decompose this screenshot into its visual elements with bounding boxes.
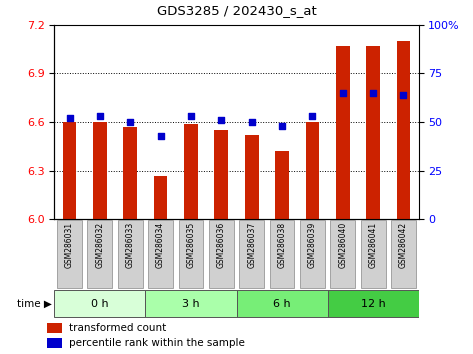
Text: 6 h: 6 h <box>273 298 291 309</box>
Text: GSM286033: GSM286033 <box>126 222 135 268</box>
Bar <box>391 220 416 288</box>
Bar <box>93 122 107 219</box>
Bar <box>366 46 380 219</box>
Point <box>400 92 407 98</box>
Text: GSM286036: GSM286036 <box>217 222 226 268</box>
Text: time ▶: time ▶ <box>17 298 52 309</box>
Bar <box>47 323 62 333</box>
Bar <box>306 122 319 219</box>
Bar <box>123 127 137 219</box>
Text: GSM286038: GSM286038 <box>278 222 287 268</box>
Point <box>308 113 316 119</box>
Bar <box>300 220 325 288</box>
Text: percentile rank within the sample: percentile rank within the sample <box>69 338 245 348</box>
Text: 12 h: 12 h <box>361 298 385 309</box>
Text: GSM286040: GSM286040 <box>338 222 347 268</box>
Bar <box>360 220 385 288</box>
Bar <box>57 220 82 288</box>
Text: GSM286039: GSM286039 <box>308 222 317 268</box>
Point <box>187 113 195 119</box>
Point <box>66 115 73 121</box>
Bar <box>47 338 62 348</box>
Text: GSM286041: GSM286041 <box>368 222 377 268</box>
Text: GSM286031: GSM286031 <box>65 222 74 268</box>
Point <box>339 90 347 96</box>
Text: GSM286042: GSM286042 <box>399 222 408 268</box>
Point <box>248 119 255 125</box>
Text: GDS3285 / 202430_s_at: GDS3285 / 202430_s_at <box>157 4 316 17</box>
Bar <box>214 130 228 219</box>
Point <box>369 90 377 96</box>
Bar <box>88 220 113 288</box>
Bar <box>245 135 259 219</box>
Text: 0 h: 0 h <box>91 298 109 309</box>
Bar <box>184 124 198 219</box>
Bar <box>236 290 327 317</box>
Bar <box>270 220 295 288</box>
Text: GSM286035: GSM286035 <box>186 222 195 268</box>
Bar <box>209 220 234 288</box>
Bar <box>239 220 264 288</box>
Text: transformed count: transformed count <box>69 323 166 333</box>
Bar <box>148 220 173 288</box>
Bar <box>118 220 143 288</box>
Point <box>278 123 286 129</box>
Bar <box>63 122 77 219</box>
Bar <box>146 290 236 317</box>
Text: 3 h: 3 h <box>182 298 200 309</box>
Text: GSM286032: GSM286032 <box>96 222 105 268</box>
Bar <box>327 290 419 317</box>
Point <box>126 119 134 125</box>
Bar <box>54 290 146 317</box>
Bar <box>178 220 203 288</box>
Text: GSM286037: GSM286037 <box>247 222 256 268</box>
Bar <box>336 46 350 219</box>
Bar <box>396 41 410 219</box>
Text: GSM286034: GSM286034 <box>156 222 165 268</box>
Bar <box>330 220 355 288</box>
Bar <box>275 152 289 219</box>
Point <box>218 118 225 123</box>
Bar <box>154 176 167 219</box>
Point <box>96 113 104 119</box>
Point <box>157 133 165 139</box>
